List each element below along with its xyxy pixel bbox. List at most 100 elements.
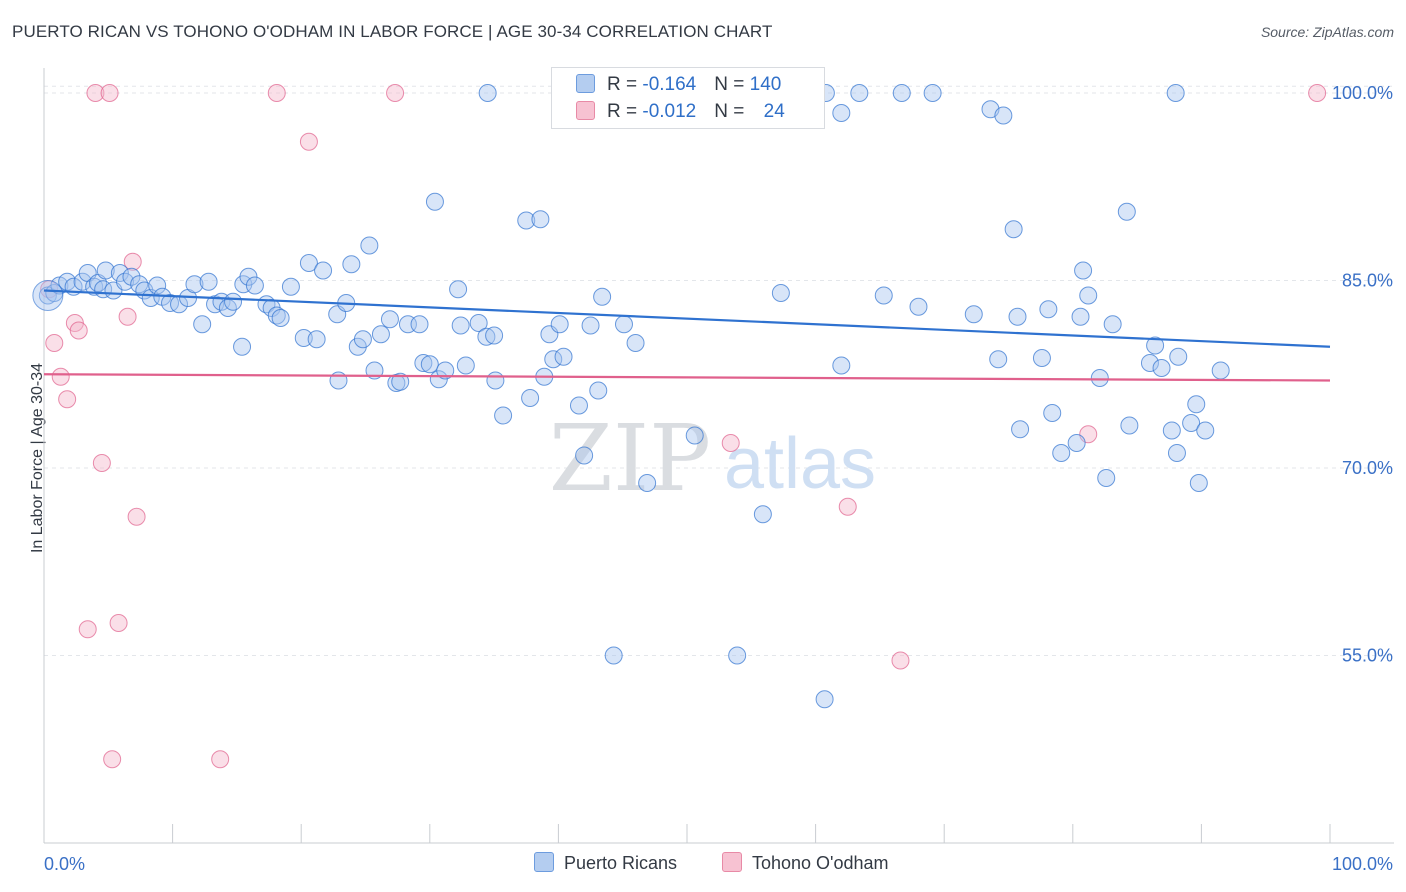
scatter-point bbox=[626, 334, 645, 352]
trend-line-puerto-ricans bbox=[43, 289, 1331, 348]
scatter-point bbox=[1166, 84, 1185, 102]
scatter-point bbox=[469, 314, 488, 332]
scatter-point bbox=[521, 389, 540, 407]
scatter-point bbox=[1169, 347, 1188, 366]
scatter-point bbox=[1167, 444, 1186, 462]
scatter-point bbox=[1052, 444, 1071, 462]
scatter-point bbox=[1079, 286, 1098, 305]
scatter-point bbox=[109, 614, 128, 632]
scatter-point bbox=[728, 646, 747, 665]
scatter-point bbox=[224, 292, 243, 311]
source-label: Source: ZipAtlas.com bbox=[1260, 24, 1394, 40]
scatter-point bbox=[451, 316, 470, 335]
scatter-point bbox=[891, 651, 910, 670]
scatter-point bbox=[267, 84, 286, 102]
scatter-point bbox=[211, 750, 230, 769]
scatter-point bbox=[1308, 84, 1327, 102]
scatter-point bbox=[69, 321, 88, 340]
scatter-point bbox=[685, 426, 704, 445]
scatter-point bbox=[281, 277, 300, 296]
scatter-point bbox=[410, 315, 429, 334]
tohono-points bbox=[40, 84, 1327, 769]
scatter-point bbox=[110, 264, 129, 282]
scatter-point bbox=[550, 315, 569, 334]
legend-label: Puerto Ricans bbox=[564, 853, 678, 873]
legend-row-tohono: R = -0.012 N = 24 bbox=[576, 101, 785, 127]
scatter-point bbox=[103, 750, 122, 769]
scatter-point bbox=[604, 646, 623, 665]
scatter-point bbox=[1067, 434, 1086, 452]
scatter-point bbox=[1140, 354, 1159, 372]
scatter-point bbox=[353, 330, 372, 349]
x-tick-label: 100.0% bbox=[1332, 854, 1393, 874]
scatter-point bbox=[517, 211, 536, 230]
scatter-point bbox=[193, 315, 212, 334]
gridlines bbox=[44, 85, 1394, 656]
scatter-point bbox=[485, 326, 504, 345]
scatter-point bbox=[838, 497, 857, 516]
scatter-point bbox=[554, 347, 573, 366]
scatter-point bbox=[199, 272, 218, 291]
scatter-point bbox=[380, 310, 399, 329]
puerto-rican-points bbox=[32, 84, 1230, 709]
scatter-point bbox=[1004, 220, 1023, 239]
scatter-point bbox=[148, 276, 167, 295]
scatter-point bbox=[771, 284, 790, 302]
scatter-point bbox=[271, 309, 290, 327]
scatter-point bbox=[638, 474, 657, 492]
scatter-point bbox=[874, 286, 893, 305]
scatter-point bbox=[51, 367, 70, 386]
scatter-point bbox=[118, 307, 137, 326]
scatter-point bbox=[123, 252, 142, 271]
scatter-point bbox=[832, 356, 851, 375]
scatter-point bbox=[1103, 315, 1122, 334]
legend-item-tohono[interactable]: Tohono O'odham bbox=[722, 852, 889, 874]
legend-row-puerto-ricans: R = -0.164 N = 140 bbox=[576, 74, 781, 100]
scatter-point bbox=[1071, 307, 1090, 326]
scatter-point bbox=[391, 372, 410, 391]
trend-line-tohono bbox=[43, 373, 1331, 382]
scatter-point bbox=[1074, 261, 1093, 280]
scatter-point bbox=[1120, 416, 1139, 435]
scatter-point bbox=[1039, 300, 1058, 319]
scatter-point bbox=[815, 690, 834, 709]
scatter-point bbox=[1097, 469, 1116, 487]
scatter-point bbox=[909, 297, 928, 316]
watermark-atlas: atlas bbox=[724, 424, 876, 504]
scatter-point bbox=[92, 454, 111, 472]
y-tick-label: 70.0% bbox=[1342, 458, 1393, 478]
r-label: R = bbox=[607, 101, 643, 122]
y-tick-label: 55.0% bbox=[1342, 646, 1393, 666]
scatter-point bbox=[78, 620, 97, 639]
scatter-point bbox=[994, 106, 1013, 125]
scatter-point bbox=[1117, 202, 1136, 221]
scatter-point bbox=[544, 350, 563, 369]
scatter-point bbox=[456, 356, 475, 375]
scatter-point bbox=[414, 354, 433, 372]
scatter-point bbox=[299, 254, 318, 272]
scatter-point bbox=[494, 406, 513, 425]
tick-labels: 55.0% 70.0% 85.0% 100.0% 0.0% 100.0% bbox=[44, 83, 1393, 874]
scatter-point bbox=[73, 272, 92, 291]
scatter-point bbox=[360, 236, 379, 255]
y-tick-label: 85.0% bbox=[1342, 271, 1393, 291]
scatter-point bbox=[86, 84, 105, 102]
legend-item-puerto-ricans[interactable]: Puerto Ricans bbox=[534, 852, 677, 874]
scatter-point bbox=[386, 84, 405, 102]
scatter-point bbox=[892, 84, 911, 102]
scatter-point bbox=[923, 84, 942, 102]
y-tick-label: 100.0% bbox=[1332, 83, 1393, 103]
scatter-point bbox=[753, 505, 772, 524]
scatter-point bbox=[420, 355, 439, 374]
scatter-point bbox=[371, 325, 390, 344]
chart-title: PUERTO RICAN VS TOHONO O'ODHAM IN LABOR … bbox=[12, 22, 773, 41]
r-value: -0.164 bbox=[642, 74, 697, 95]
scatter-point bbox=[245, 276, 264, 295]
correlation-legend: R = -0.164 N = 140 R = -0.012 N = 24 bbox=[551, 67, 825, 129]
pink-swatch bbox=[722, 852, 742, 872]
scatter-point bbox=[1182, 414, 1201, 432]
scatter-point bbox=[127, 507, 146, 526]
scatter-point bbox=[185, 275, 204, 294]
scatter-point bbox=[1008, 307, 1027, 326]
scatter-point bbox=[1211, 361, 1230, 380]
